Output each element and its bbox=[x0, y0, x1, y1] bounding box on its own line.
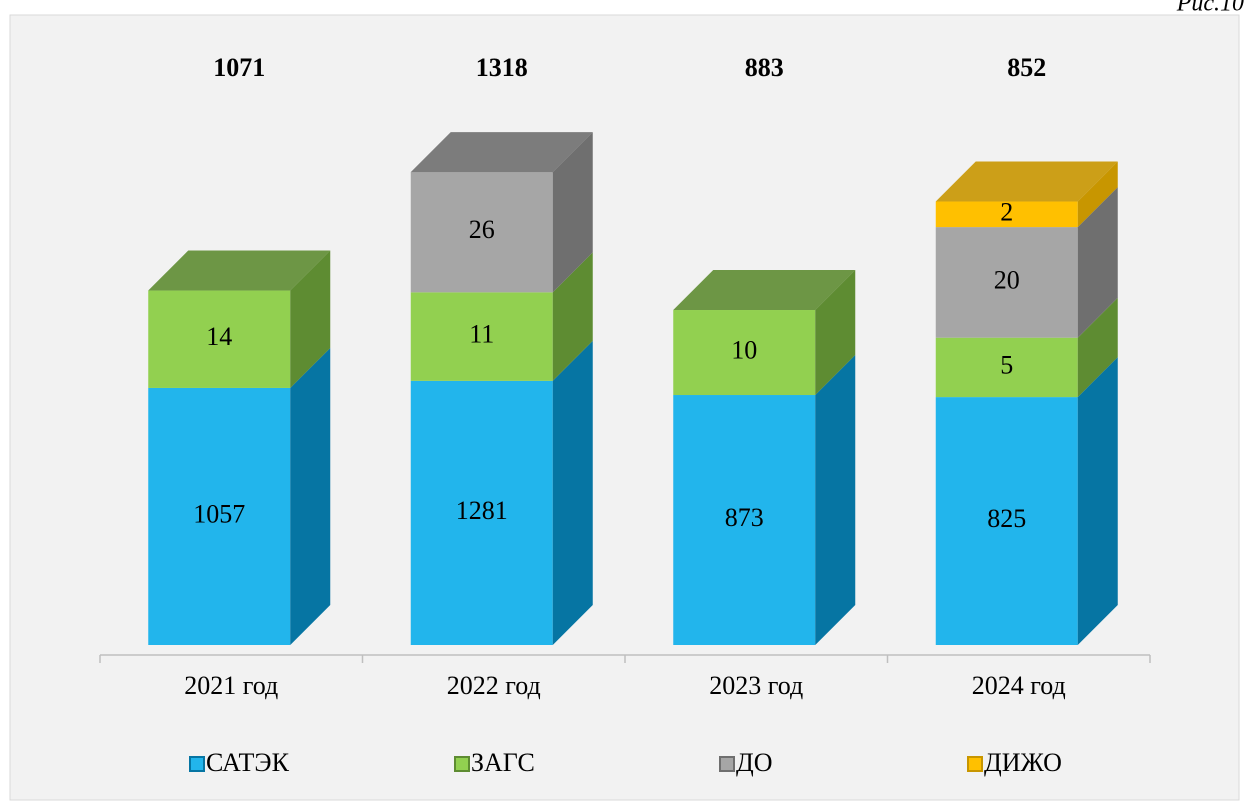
data-label: 2 bbox=[1000, 197, 1013, 226]
legend-swatch bbox=[189, 756, 205, 772]
bar-segment bbox=[148, 387, 291, 645]
bar-top bbox=[410, 132, 593, 173]
bar-top bbox=[673, 270, 856, 311]
bar-side bbox=[815, 270, 856, 396]
legend-label: ЗАГС bbox=[471, 748, 535, 777]
data-label: 20 bbox=[994, 265, 1020, 294]
x-tick-label: 2024 год bbox=[972, 671, 1066, 700]
bar-segment bbox=[673, 395, 816, 645]
total-label: 883 bbox=[745, 53, 784, 82]
bar-side bbox=[1077, 357, 1118, 645]
bar-side bbox=[815, 355, 856, 645]
bar-segment bbox=[935, 201, 1078, 228]
bar-segment bbox=[935, 397, 1078, 645]
total-label: 1318 bbox=[476, 53, 528, 82]
bar-side bbox=[290, 347, 331, 645]
data-label: 10 bbox=[731, 335, 757, 364]
bar-side bbox=[552, 340, 593, 645]
legend-swatch bbox=[454, 756, 470, 772]
bar-side bbox=[1077, 297, 1118, 398]
x-tick-label: 2021 год bbox=[184, 671, 278, 700]
data-label: 873 bbox=[725, 503, 764, 532]
bar-segment bbox=[410, 172, 553, 293]
data-label: 5 bbox=[1000, 350, 1013, 379]
legend-label: САТЭК bbox=[206, 748, 290, 777]
legend-label: ДО bbox=[736, 748, 773, 777]
bar-side bbox=[552, 132, 593, 293]
data-label: 825 bbox=[987, 504, 1026, 533]
data-label: 11 bbox=[469, 320, 494, 349]
bar-side bbox=[552, 252, 593, 381]
x-tick-label: 2022 год bbox=[447, 671, 541, 700]
bar-top bbox=[148, 250, 331, 291]
data-label: 26 bbox=[469, 215, 495, 244]
data-label: 14 bbox=[206, 322, 232, 351]
bar-side bbox=[1077, 161, 1118, 228]
legend-swatch bbox=[719, 756, 735, 772]
figure-label: Рис.10 bbox=[1176, 0, 1244, 17]
bar-segment bbox=[935, 227, 1078, 338]
total-label: 852 bbox=[1007, 53, 1046, 82]
bar-top bbox=[935, 161, 1118, 202]
bar-side bbox=[290, 250, 331, 388]
legend-label: ДИЖО bbox=[984, 748, 1062, 777]
data-label: 1057 bbox=[193, 499, 245, 528]
bar-segment bbox=[673, 310, 816, 396]
bar-segment bbox=[410, 292, 553, 381]
x-tick-label: 2023 год bbox=[709, 671, 803, 700]
bar-segment bbox=[410, 380, 553, 645]
legend-swatch bbox=[967, 756, 983, 772]
bar-side bbox=[1077, 187, 1118, 338]
bar-segment bbox=[935, 337, 1078, 398]
data-label: 1281 bbox=[456, 496, 508, 525]
total-label: 1071 bbox=[213, 53, 265, 82]
bar-segment bbox=[148, 290, 291, 388]
